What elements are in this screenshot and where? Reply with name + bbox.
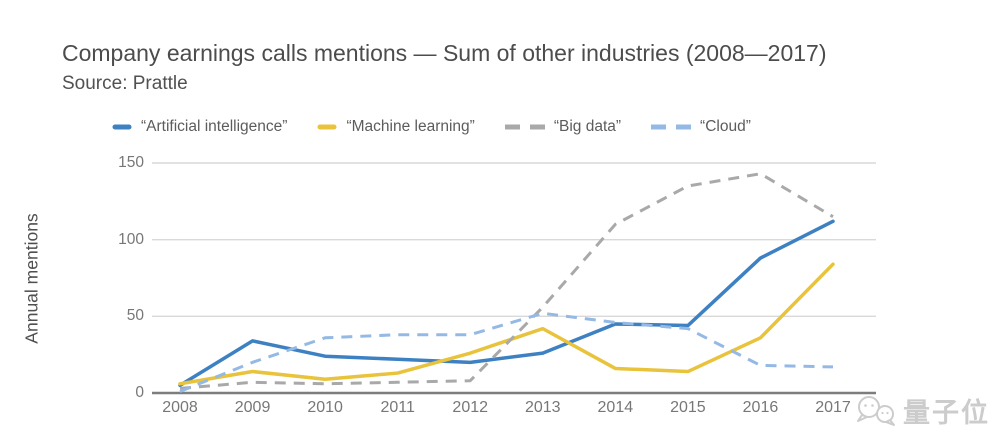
x-tick-label: 2012 [452,399,489,416]
x-tick-label: 2015 [670,399,706,416]
legend-swatch-dashed [651,124,692,130]
y-tick-label: 100 [118,230,144,248]
chart-source: Source: Prattle [62,73,188,94]
y-tick-label: 50 [126,307,144,325]
legend-label: “Artificial intelligence” [141,118,288,135]
legend-swatch-solid [112,124,132,130]
legend-item-big-data: “Big data” [504,118,622,136]
y-tick-label: 150 [118,154,144,171]
x-tick-label: 2011 [380,399,415,416]
x-tick-label: 2014 [597,399,634,416]
series-line-cloud [179,311,834,393]
legend-label: “Cloud” [700,118,751,135]
legend-item-artificial-intelligence: “Artificial intelligence” [112,118,287,136]
chart-title: Company earnings calls mentions — Sum of… [62,40,827,66]
x-tick-label: 2010 [307,399,343,416]
x-tick-label: 2016 [742,399,779,416]
chat-bubbles-icon [857,395,895,426]
x-tick-label: 2009 [234,399,271,416]
x-tick-label: 2017 [815,399,851,416]
chart-legend: “Artificial intelligence” “Machine learni… [112,118,751,136]
legend-item-machine-learning: “Machine learning” [317,118,475,136]
line-chart-canvas [152,162,876,395]
series-line-big-data [179,172,834,390]
legend-label: “Machine learning” [346,118,475,135]
legend-item-cloud: “Cloud” [651,118,751,136]
x-tick-label: 2013 [524,399,561,416]
series-line-machine-learning [178,262,835,386]
watermark: 量子位 [852,391,990,430]
y-tick-label: 0 [135,384,144,401]
legend-swatch-solid [317,124,337,130]
legend-label: “Big data” [553,118,622,135]
legend-swatch-dashed [504,124,545,130]
watermark-text: 量子位 [903,398,990,428]
series-line-artificial-intelligence [178,219,835,388]
x-tick-label: 2008 [162,399,198,416]
